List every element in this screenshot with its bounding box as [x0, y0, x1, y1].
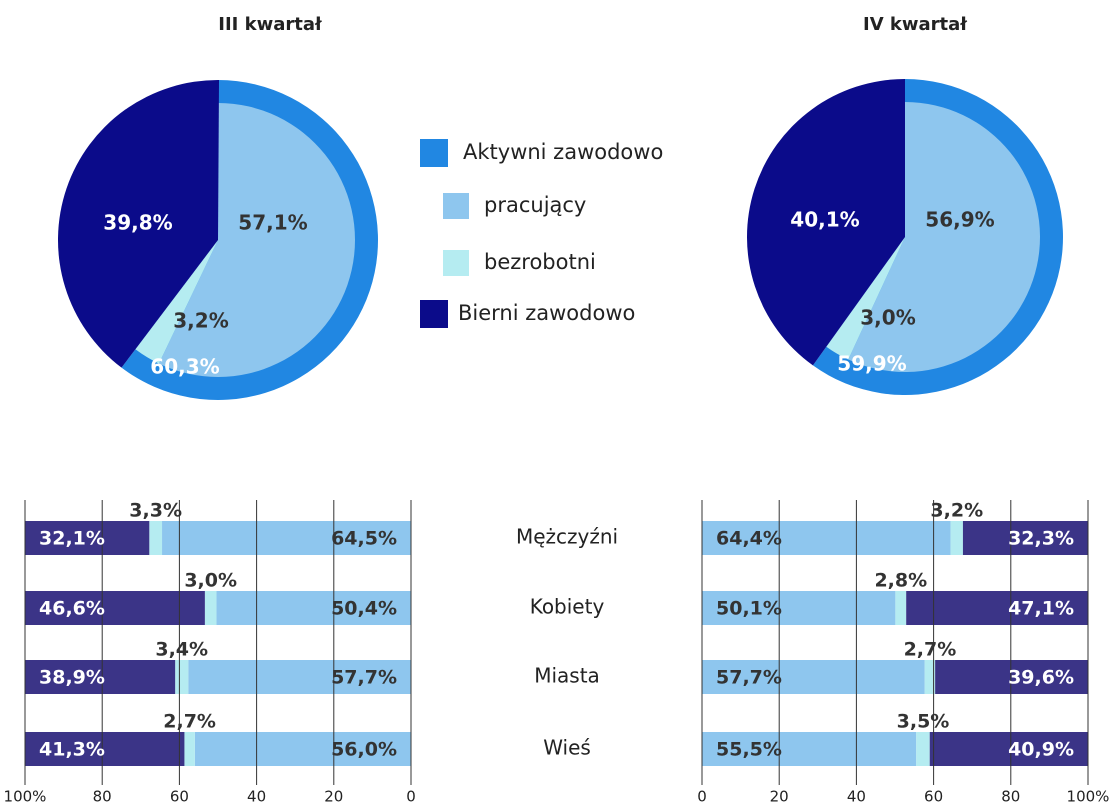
x-tick-label: 20: [324, 788, 343, 805]
bar: [184, 732, 195, 766]
bar: [175, 660, 189, 694]
value-label: 47,1%: [1008, 598, 1074, 620]
legend-label: Aktywni zawodowo: [463, 140, 663, 164]
bar: [188, 660, 411, 694]
bar: [962, 521, 1088, 555]
bar: [895, 591, 907, 625]
value-label: 39,6%: [1008, 667, 1074, 689]
x-tick-label: 0: [406, 788, 416, 805]
bar: [162, 521, 411, 555]
x-tick-label: 60: [924, 788, 943, 805]
value-label: 50,4%: [331, 598, 397, 620]
x-tick-label: 60: [170, 788, 189, 805]
pie-slice: [135, 240, 218, 364]
bar: [216, 591, 411, 625]
pie-title: III kwartał: [218, 14, 323, 35]
value-label: 46,6%: [39, 598, 105, 620]
bar: [25, 591, 205, 625]
value-label: 60,3%: [150, 355, 219, 379]
bar: [25, 660, 176, 694]
legend-swatch: [420, 300, 448, 328]
value-label: 57,1%: [238, 211, 307, 235]
pie-slice: [826, 237, 905, 360]
value-label: 32,1%: [39, 528, 105, 550]
category-label: Wieś: [543, 736, 591, 760]
category-label: Kobiety: [530, 595, 605, 619]
value-label: 57,7%: [716, 667, 782, 689]
value-label: 32,3%: [1008, 528, 1074, 550]
bar: [702, 660, 925, 694]
legend-swatch: [443, 193, 469, 219]
bar: [149, 521, 163, 555]
value-label: 40,1%: [790, 208, 859, 232]
x-tick-label: 40: [247, 788, 266, 805]
pie-slice: [57, 79, 220, 368]
value-label: 64,5%: [331, 528, 397, 550]
bar: [929, 732, 1088, 766]
value-label: 3,0%: [184, 570, 237, 592]
value-label: 55,5%: [716, 739, 782, 761]
value-label: 3,2%: [930, 500, 983, 522]
bar: [204, 591, 217, 625]
bar: [702, 521, 951, 555]
pie-slice: [746, 79, 905, 366]
value-label: 3,3%: [129, 500, 182, 522]
value-label: 39,8%: [103, 211, 172, 235]
value-label: 40,9%: [1008, 739, 1074, 761]
value-label: 3,4%: [155, 639, 208, 661]
legend-swatch: [420, 139, 448, 167]
legend-label: bezrobotni: [484, 250, 596, 274]
value-label: 2,8%: [874, 570, 927, 592]
value-label: 3,5%: [897, 711, 950, 733]
value-label: 41,3%: [39, 739, 105, 761]
pie-title: IV kwartał: [863, 14, 968, 35]
bar: [906, 591, 1088, 625]
pie-slice: [848, 102, 1041, 373]
value-label: 3,0%: [860, 306, 915, 330]
legend-label: pracujący: [484, 193, 586, 217]
bar: [924, 660, 936, 694]
legend-swatch: [443, 250, 469, 276]
bar: [916, 732, 930, 766]
value-label: 56,0%: [331, 739, 397, 761]
value-label: 2,7%: [904, 639, 957, 661]
x-tick-label: 80: [93, 788, 112, 805]
bar: [702, 732, 917, 766]
legend-label: Bierni zawodowo: [458, 301, 635, 325]
bar: [25, 732, 185, 766]
bar: [702, 591, 896, 625]
category-label: Mężczyźni: [516, 525, 618, 549]
value-label: 56,9%: [925, 208, 994, 232]
value-label: 3,2%: [173, 309, 228, 333]
value-label: 59,9%: [837, 352, 906, 376]
pie-slice: [158, 103, 355, 377]
bar: [194, 732, 411, 766]
value-label: 57,7%: [331, 667, 397, 689]
value-label: 64,4%: [716, 528, 782, 550]
bar: [935, 660, 1088, 694]
category-label: Miasta: [534, 664, 600, 688]
x-tick-label: 40: [847, 788, 866, 805]
x-tick-label: 100%: [1067, 788, 1110, 805]
x-tick-label: 0: [697, 788, 707, 805]
x-tick-label: 20: [770, 788, 789, 805]
bar: [950, 521, 963, 555]
value-label: 50,1%: [716, 598, 782, 620]
value-label: 2,7%: [163, 711, 216, 733]
value-label: 38,9%: [39, 667, 105, 689]
bar: [25, 521, 150, 555]
x-tick-label: 80: [1001, 788, 1020, 805]
x-tick-label: 100%: [4, 788, 47, 805]
